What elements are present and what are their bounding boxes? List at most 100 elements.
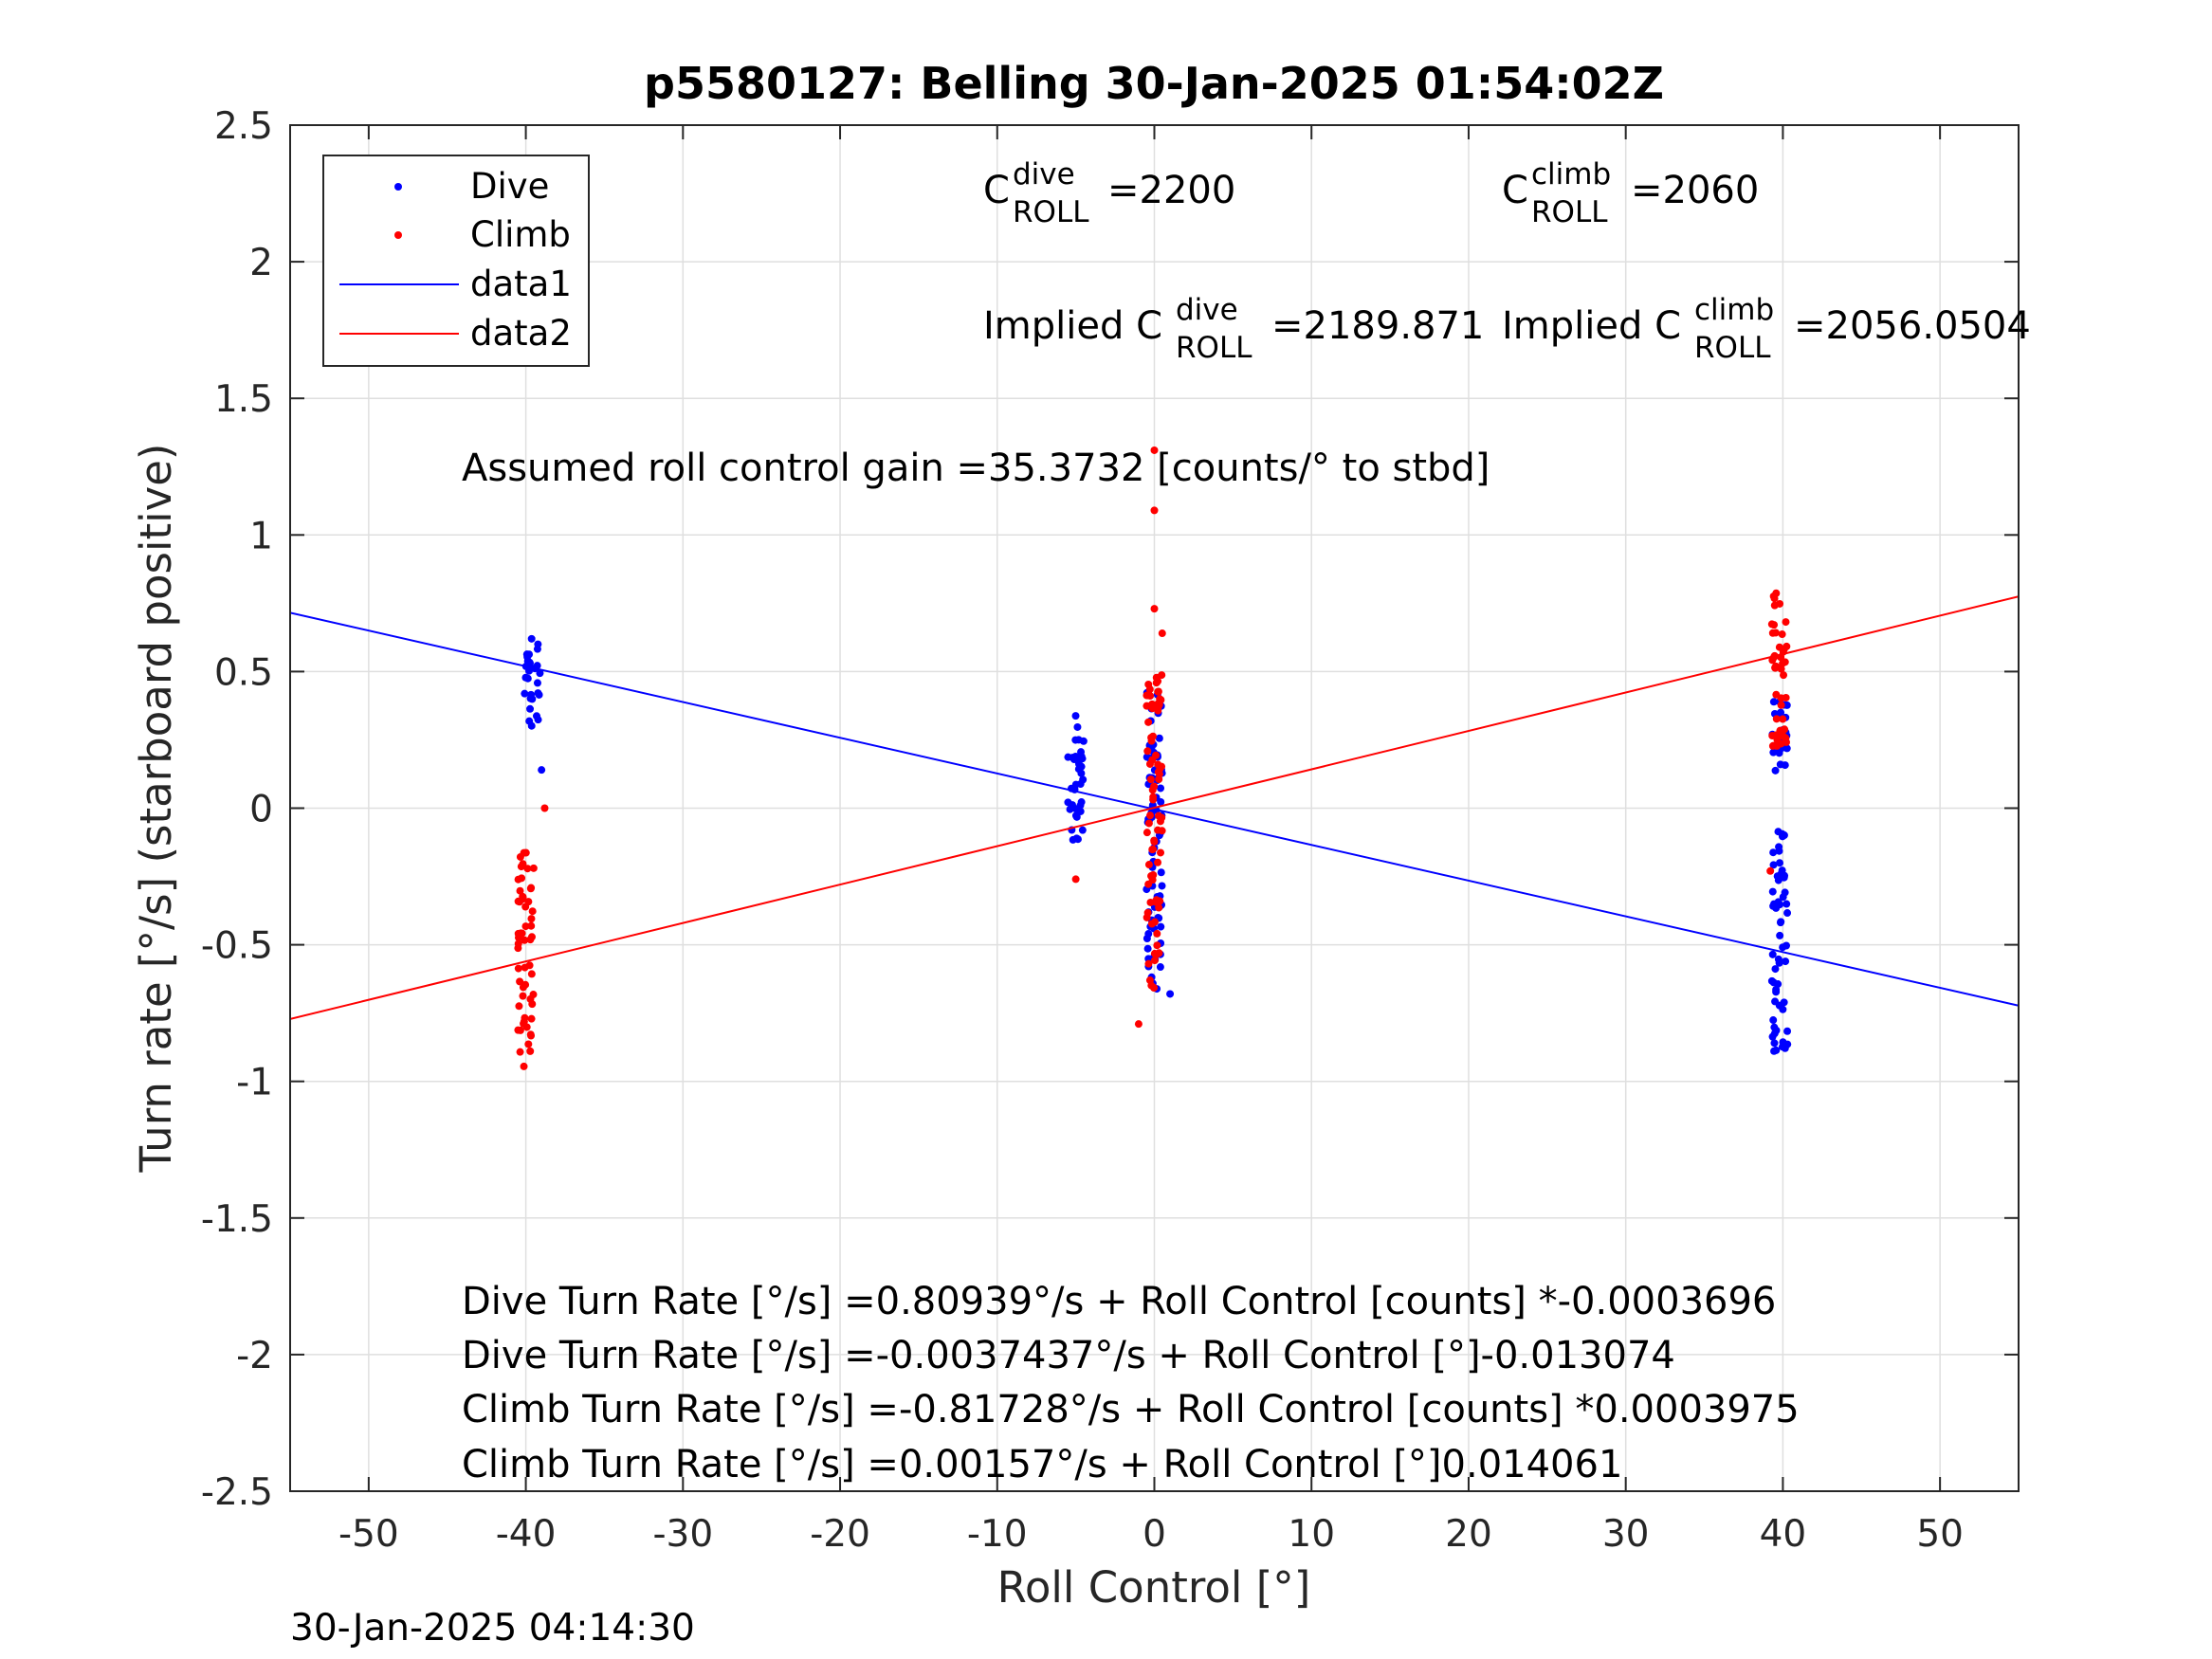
c-climb-sup: climb bbox=[1531, 157, 1611, 191]
dive-point bbox=[1077, 762, 1086, 771]
climb-point bbox=[1781, 658, 1789, 666]
dive-point bbox=[1783, 1027, 1792, 1035]
climb-point bbox=[516, 852, 524, 861]
dive-point bbox=[527, 634, 536, 643]
dive-point bbox=[1768, 887, 1777, 896]
dive-point bbox=[525, 717, 534, 725]
climb-point bbox=[518, 874, 526, 883]
implied-climb-annotation: Implied C climb ROLL =2056.0504 bbox=[1502, 293, 2031, 365]
dive-point bbox=[1773, 872, 1782, 881]
dive-point bbox=[1157, 784, 1165, 793]
climb-point bbox=[516, 1026, 524, 1034]
climb-point bbox=[1150, 949, 1159, 957]
y-tick-label: 2 bbox=[249, 242, 273, 284]
climb-equation-degrees: Climb Turn Rate [°/s] =0.00157°/s + Roll… bbox=[462, 1443, 1622, 1486]
dive-point bbox=[1143, 935, 1151, 943]
dive-point bbox=[1155, 734, 1163, 742]
climb-point bbox=[529, 864, 538, 872]
legend-label-climb: Climb bbox=[470, 214, 571, 255]
x-tick-label: -20 bbox=[810, 1513, 870, 1556]
climb-point bbox=[1150, 446, 1159, 454]
x-tick-label: 50 bbox=[1916, 1513, 1964, 1556]
dive-point bbox=[1782, 701, 1791, 709]
dive-point bbox=[1777, 708, 1785, 717]
climb-point bbox=[1150, 918, 1159, 926]
dive-point bbox=[1774, 898, 1782, 906]
dive-point bbox=[521, 673, 530, 682]
climb-point bbox=[1768, 732, 1777, 740]
climb-point bbox=[1766, 866, 1775, 875]
dive-point bbox=[1771, 766, 1780, 775]
dive-point bbox=[1078, 755, 1087, 763]
dive-point bbox=[1771, 965, 1780, 974]
y-tick-label: 0.5 bbox=[214, 651, 273, 694]
climb-point bbox=[520, 1062, 528, 1070]
climb-point bbox=[1154, 706, 1162, 715]
climb-point bbox=[1149, 793, 1158, 801]
series-line-data2 bbox=[290, 595, 2019, 1020]
y-tick-label: -0.5 bbox=[201, 925, 273, 968]
dive-point bbox=[1769, 848, 1778, 857]
climb-point bbox=[1071, 875, 1080, 884]
dive-point bbox=[1776, 859, 1784, 867]
y-axis-label: Turn rate [°/s] (starboard positive) bbox=[131, 444, 181, 1174]
dive-point bbox=[1071, 752, 1080, 760]
climb-point bbox=[526, 1030, 535, 1039]
climb-equation-counts: Climb Turn Rate [°/s] =-0.81728°/s + Rol… bbox=[462, 1388, 1800, 1431]
dive-point bbox=[1781, 1044, 1789, 1052]
climb-point bbox=[1148, 846, 1157, 854]
dive-point bbox=[1777, 918, 1785, 926]
implied-dive-sub: ROLL bbox=[1176, 331, 1252, 365]
climb-point bbox=[1150, 782, 1159, 791]
legend-marker-dive bbox=[394, 183, 402, 191]
dive-point bbox=[1072, 812, 1081, 821]
climb-point bbox=[1149, 732, 1158, 740]
dive-point bbox=[532, 712, 540, 720]
y-tick-label: -1.5 bbox=[201, 1198, 273, 1241]
climb-point bbox=[1767, 620, 1776, 629]
implied-dive-value: =2189.871 bbox=[1271, 304, 1484, 348]
dive-point bbox=[1775, 843, 1783, 851]
climb-point bbox=[1154, 858, 1162, 866]
y-tick-label: 0 bbox=[249, 789, 273, 831]
dive-point bbox=[1772, 1046, 1781, 1054]
c-dive-value: =2200 bbox=[1107, 169, 1235, 212]
implied-dive-prefix: Implied C bbox=[983, 304, 1162, 348]
dive-point bbox=[1774, 828, 1782, 836]
dive-point bbox=[533, 679, 541, 687]
climb-point bbox=[1781, 725, 1789, 734]
climb-point bbox=[1777, 701, 1785, 709]
x-tick-label: 10 bbox=[1288, 1513, 1335, 1556]
legend-label-data2: data2 bbox=[470, 313, 572, 354]
series-line-data1 bbox=[290, 611, 2019, 1007]
dive-point bbox=[1071, 712, 1080, 720]
dive-point bbox=[1776, 931, 1784, 939]
dive-point bbox=[1780, 998, 1788, 1007]
climb-point bbox=[1146, 811, 1155, 820]
dive-point bbox=[536, 669, 544, 678]
climb-point bbox=[1771, 664, 1780, 672]
climb-point bbox=[1156, 897, 1164, 905]
climb-point bbox=[521, 963, 529, 972]
climb-point bbox=[521, 848, 530, 857]
climb-point bbox=[1144, 861, 1153, 869]
y-tick-label: -1 bbox=[236, 1062, 273, 1104]
climb-point bbox=[516, 977, 524, 986]
climb-point bbox=[1773, 736, 1782, 744]
dive-point bbox=[1072, 805, 1081, 813]
dive-point bbox=[1782, 900, 1791, 908]
dive-equation-degrees: Dive Turn Rate [°/s] =-0.0037437°/s + Ro… bbox=[462, 1334, 1675, 1377]
dive-point bbox=[1782, 941, 1790, 950]
climb-point bbox=[1153, 941, 1161, 950]
dive-point bbox=[1768, 950, 1777, 958]
climb-point bbox=[1145, 976, 1154, 985]
dive-point bbox=[1774, 980, 1782, 989]
dive-point bbox=[1157, 868, 1165, 877]
dive-point bbox=[1166, 990, 1175, 998]
climb-point bbox=[1158, 827, 1166, 835]
y-tick-label: 1 bbox=[249, 515, 273, 557]
dive-point bbox=[1079, 737, 1088, 745]
climb-point bbox=[1155, 775, 1163, 783]
climb-point bbox=[1146, 775, 1155, 784]
dive-point bbox=[1769, 698, 1778, 706]
